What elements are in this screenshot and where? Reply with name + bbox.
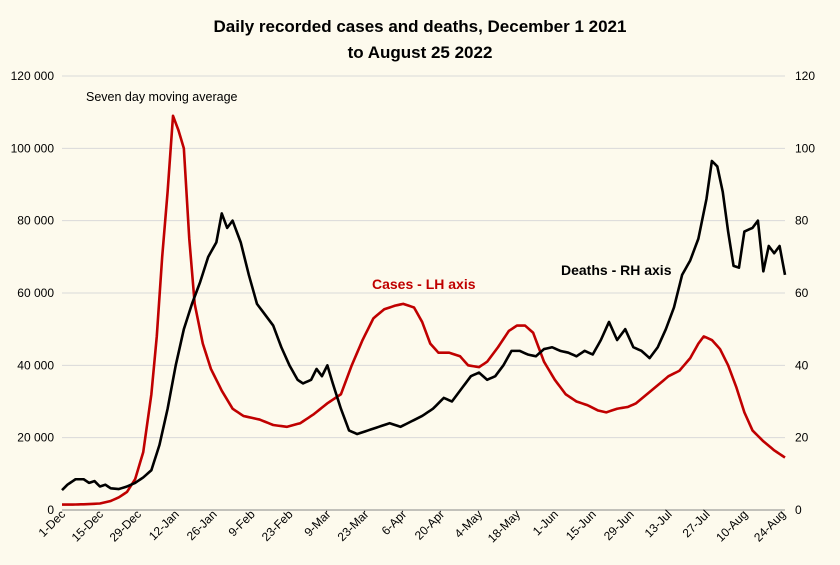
x-axis-tick-label: 9-Feb [226, 507, 258, 539]
x-axis-tick-label: 23-Mar [335, 507, 372, 544]
x-axis-tick-label: 4-May [452, 507, 485, 540]
x-axis-tick-label: 20-Apr [412, 507, 447, 542]
chart-title-line-2: to August 25 2022 [348, 43, 493, 62]
right-axis-tick-label: 40 [795, 358, 809, 372]
left-axis-tick-label: 0 [47, 503, 54, 517]
right-axis-tick-label: 60 [795, 286, 809, 300]
right-axis-tick-label: 120 [795, 69, 815, 83]
right-axis-tick-label: 20 [795, 431, 809, 445]
x-axis-tick-label: 9-Mar [301, 507, 333, 539]
x-axis-tick-label: 12-Jan [146, 507, 182, 543]
right-axis-tick-label: 100 [795, 141, 815, 155]
left-axis-tick-label: 100 000 [11, 141, 55, 155]
x-axis-ticks: 1-Dec 15-Dec 29-Dec 12-Jan 26-Jan 9-Feb 23-Feb… [36, 507, 789, 545]
x-axis-tick-label: 15-Dec [69, 507, 106, 544]
gridlines [62, 75, 785, 439]
left-axis-tick-label: 60 000 [17, 286, 54, 300]
left-axis-tick-label: 80 000 [17, 214, 54, 228]
x-axis-tick-label: 10-Aug [713, 507, 750, 544]
right-axis-ticks: 0 20 40 60 80 100 120 [795, 69, 815, 517]
x-axis-tick-label: 13-Jul [642, 507, 675, 540]
chart-title-line-1: Daily recorded cases and deaths, Decembe… [214, 17, 627, 36]
x-axis-tick-label: 29-Jun [601, 507, 637, 543]
x-axis-tick-label: 23-Feb [259, 507, 296, 544]
cases-series-label: Cases - LH axis [372, 276, 476, 292]
right-axis-tick-label: 0 [795, 503, 802, 517]
deaths-series-label: Deaths - RH axis [561, 262, 672, 278]
right-axis-tick-label: 80 [795, 214, 809, 228]
cases-line [62, 114, 786, 506]
deaths-line [61, 159, 787, 492]
left-axis-tick-label: 120 000 [11, 69, 55, 83]
x-axis-tick-label: 18-May [485, 507, 523, 545]
left-axis-tick-label: 20 000 [17, 431, 54, 445]
x-axis-tick-label: 6-Apr [379, 507, 410, 538]
chart-annotation: Seven day moving average [86, 90, 238, 104]
x-axis-tick-label: 27-Jul [680, 507, 713, 540]
x-axis-tick-label: 15-Jun [563, 507, 599, 543]
x-axis-tick-label: 26-Jan [184, 507, 220, 543]
x-axis-tick-label: 29-Dec [107, 507, 144, 544]
left-axis-ticks: 0 20 000 40 000 60 000 80 000 100 000 120 000 [11, 69, 55, 517]
x-axis-tick-label: 1-Jun [530, 507, 561, 538]
x-axis-tick-label: 24-Aug [751, 507, 788, 544]
left-axis-tick-label: 40 000 [17, 358, 54, 372]
